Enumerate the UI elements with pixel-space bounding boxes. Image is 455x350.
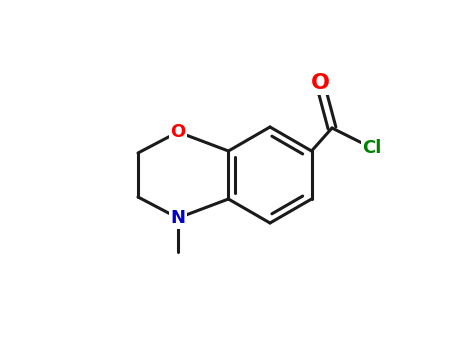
Text: N: N xyxy=(171,209,186,227)
Text: Cl: Cl xyxy=(362,139,382,157)
Text: O: O xyxy=(310,73,329,93)
Text: O: O xyxy=(170,123,186,141)
